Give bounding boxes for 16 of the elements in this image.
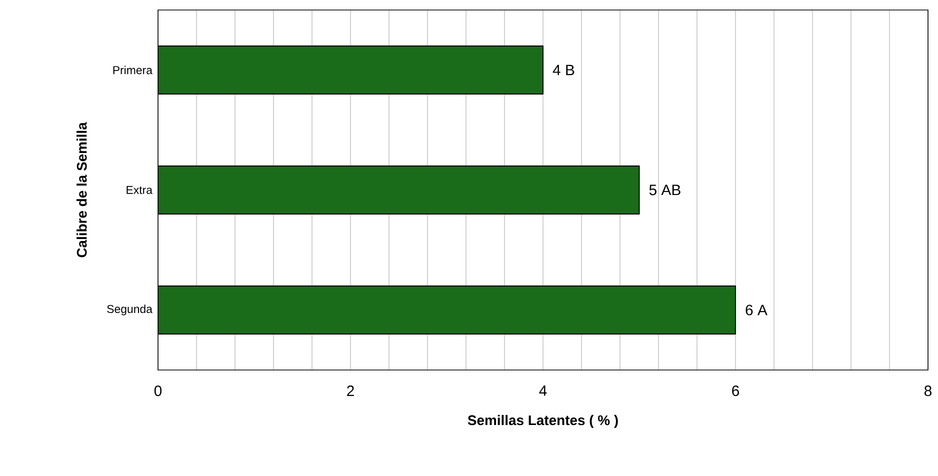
data-label: 4 B: [552, 64, 574, 76]
x-tick-label: 4: [539, 386, 547, 396]
y-tick-label: Primera: [113, 66, 152, 74]
x-tick-label: 2: [347, 386, 354, 396]
data-label: 5 AB: [649, 184, 680, 196]
x-tick-label: 8: [924, 386, 932, 396]
bar: [158, 45, 544, 94]
y-tick-label: Segunda: [107, 304, 152, 316]
bar: [158, 285, 736, 334]
data-label: 6 A: [746, 304, 768, 316]
y-axis-title: Calibre de la Semilla: [76, 122, 87, 258]
x-tick-label: 0: [154, 386, 162, 396]
bar: [158, 165, 640, 214]
y-tick-label: Extra: [126, 186, 152, 194]
x-tick-label: 6: [732, 386, 739, 396]
x-axis-title: Semillas Latentes ( % ): [468, 414, 618, 428]
